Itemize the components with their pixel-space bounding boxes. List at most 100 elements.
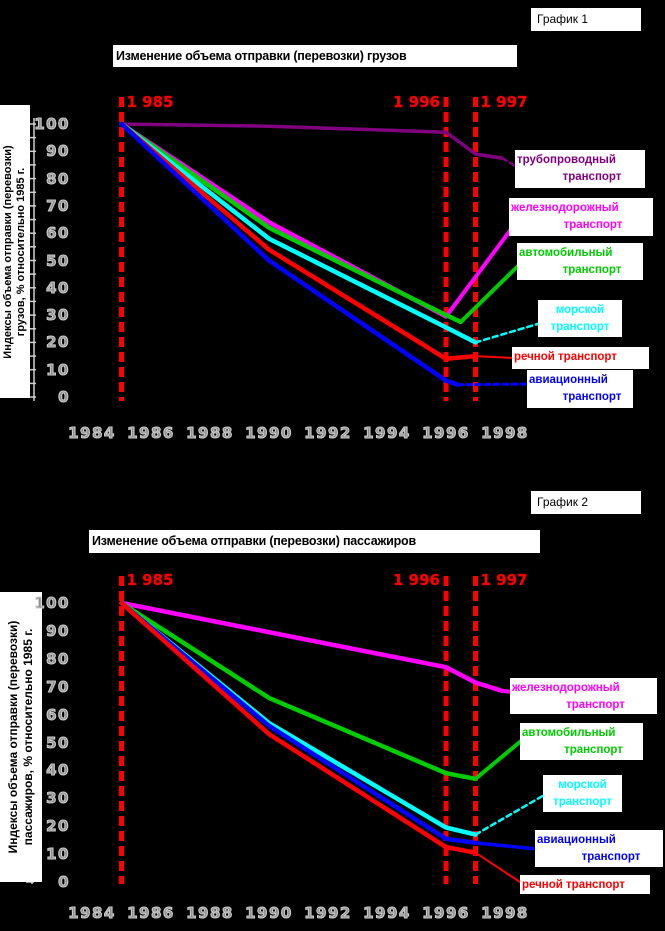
chart1-legend-pipeline-transport-line2: транспорт — [562, 171, 622, 183]
chart1-y-tick-label: 50 — [46, 251, 70, 270]
chart1-legend-river-transport-line1: речной транспорт — [514, 351, 617, 363]
chart1-legend-aviation-transport: авиационный транспорт — [527, 370, 633, 408]
chart2-x-tick-label: 1998 — [481, 904, 529, 923]
chart1-leader-river-transport — [474, 355, 515, 359]
chart1-x-tick-label: 1984 — [68, 424, 116, 443]
chart1-y-tick-label: 0 — [58, 388, 70, 407]
chart1-legend-railway-transport: железнодорожный транспорт — [509, 198, 653, 236]
chart2-leader-maritime-transport — [474, 792, 548, 836]
chart2-year-annotation-1997: 1 997 — [480, 571, 528, 590]
chart2-x-tick-label: 1994 — [363, 904, 411, 923]
chart2-legend-automobile-transport: автомобильный транспорт — [520, 723, 643, 760]
chart1-year-annotation-1997: 1 997 — [480, 93, 528, 112]
chart2-series-automobile-transport — [119, 600, 478, 782]
chart2-y-axis-title: Индексы объема отправки (перевозки) пасс… — [0, 592, 42, 882]
chart2-y-tick-label: 20 — [46, 817, 70, 836]
chart2-y-tick-label: 30 — [46, 789, 70, 808]
chart2-x-tick-label: 1986 — [127, 904, 175, 923]
chart2-legend-maritime-transport-line2: транспорт — [553, 796, 612, 808]
chart2-legend-river-transport: речной транспорт — [520, 875, 650, 894]
chart1-title: Изменение объема отправки (перевозки) гр… — [113, 45, 517, 67]
chart2-x-tick-label: 1990 — [245, 904, 293, 923]
chart1-leader-pipeline-transport — [500, 156, 519, 169]
chart2-x-tick-label: 1996 — [422, 904, 470, 923]
chart1-x-tick-label: 1992 — [304, 424, 352, 443]
chart2-y-tick-label: 60 — [46, 705, 70, 724]
chart1-legend-pipeline-transport: трубопроводный транспорт — [515, 150, 645, 188]
chart1-series-automobile-transport — [119, 121, 464, 325]
graph2-label: График 2 — [537, 495, 589, 509]
chart2-series-railway-transport — [119, 600, 505, 694]
chart2-legend-aviation-transport-line2: транспорт — [581, 851, 641, 863]
graph2-label-box: График 2 — [531, 491, 641, 514]
chart1-x-tick-label: 1998 — [481, 424, 529, 443]
chart1-legend-railway-transport-line1: железнодорожный — [511, 202, 619, 214]
chart1-leader-aviation-transport — [456, 382, 532, 387]
chart2-legend-automobile-transport-line2: транспорт — [564, 744, 623, 756]
chart2-series-river-transport — [119, 600, 478, 855]
chart1-legend-maritime-transport: морской транспорт — [538, 300, 622, 337]
chart1-legend-automobile-transport-line2: транспорт — [562, 264, 622, 276]
chart1-leader-automobile-transport — [458, 263, 521, 324]
chart2-legend-maritime-transport-line1: морской — [558, 779, 607, 791]
chart1-y-tick-label: 60 — [46, 224, 70, 243]
chart1-y-tick-label: 90 — [46, 142, 70, 161]
chart2-y-tick-label: 80 — [46, 649, 70, 668]
chart1-series-pipeline-transport — [119, 122, 504, 160]
chart2-y-tick-label: 100 — [34, 594, 70, 613]
chart2-legend-river-transport-line1: речной транспорт — [522, 879, 625, 891]
chart1-legend-aviation-transport-line2: транспорт — [562, 391, 622, 403]
chart2-y-tick-label: 40 — [46, 761, 70, 780]
chart2-y-tick-label: 10 — [46, 845, 70, 864]
chart1-x-tick-label: 1996 — [422, 424, 470, 443]
chart1-legend-pipeline-transport-line1: трубопроводный — [517, 154, 616, 166]
chart1-leader-maritime-transport — [474, 321, 543, 344]
chart2-y-tick-label: 90 — [46, 621, 70, 640]
graph1-label-box: График 1 — [531, 8, 641, 31]
chart1-y-tick-label: 80 — [46, 169, 70, 188]
chart1-x-tick-label: 1986 — [127, 424, 175, 443]
chart2-legend-railway-transport: железнодорожный транспорт — [510, 678, 657, 714]
chart1-y-tick-label: 70 — [46, 196, 70, 215]
chart1-x-tick-label: 1990 — [245, 424, 293, 443]
graph1-label: График 1 — [537, 12, 589, 26]
chart2-series-aviation-transport — [119, 600, 478, 846]
chart1-y-tick-label: 40 — [46, 278, 70, 297]
chart1-y-tick-label: 20 — [46, 333, 70, 352]
chart2-legend-maritime-transport: морской транспорт — [543, 775, 622, 812]
chart1-legend-river-transport: речной транспорт — [512, 347, 649, 369]
chart2-y-tick-label: 50 — [46, 733, 70, 752]
chart2-y-tick-label: 0 — [58, 873, 70, 892]
chart1-series-river-transport — [119, 121, 478, 362]
chart1-y-tick-label: 30 — [46, 306, 70, 325]
chart1-legend-aviation-transport-line1: авиационный — [529, 374, 608, 386]
chart1-x-tick-label: 1988 — [186, 424, 234, 443]
chart2-legend-railway-transport-line2: транспорт — [566, 699, 625, 711]
chart1-legend-railway-transport-line2: транспорт — [563, 219, 623, 231]
chart1-y-axis-title: Индексы объема отправки (перевозки) груз… — [0, 105, 30, 398]
chart2-leader-aviation-transport — [473, 841, 539, 851]
chart2-legend-aviation-transport-line1: авиационный — [537, 834, 616, 846]
chart2-y-tick-label: 70 — [46, 677, 70, 696]
chart2-legend-aviation-transport: авиационный транспорт — [535, 830, 663, 867]
chart1-series-aviation-transport — [119, 121, 461, 387]
chart1-series-railway-transport — [119, 121, 449, 319]
chart1-year-annotation-1996: 1 996 — [393, 93, 440, 112]
chart2-legend-automobile-transport-line1: автомобильный — [522, 727, 616, 739]
chart2-leader-river-transport — [474, 851, 524, 885]
chart2-x-tick-label: 1988 — [186, 904, 234, 923]
chart1-leader-railway-transport — [444, 226, 514, 319]
chart2-legend-railway-transport-line1: железнодорожный — [512, 682, 620, 694]
chart2-leader-automobile-transport — [473, 739, 523, 781]
chart1-year-annotation-1985: 1 985 — [126, 93, 174, 112]
chart2-year-annotation-1996: 1 996 — [393, 571, 440, 590]
chart1-legend-automobile-transport: автомобильный транспорт — [517, 243, 643, 280]
chart1-y-tick-label: 10 — [46, 360, 70, 379]
chart1-legend-maritime-transport-line2: транспорт — [550, 321, 610, 333]
chart2-title: Изменение объема отправки (перевозки) па… — [89, 530, 540, 553]
chart2-x-tick-label: 1992 — [304, 904, 352, 923]
chart1-legend-automobile-transport-line1: автомобильный — [519, 247, 613, 259]
chart2-y-axis-title-line1: Индексы объема отправки (перевозки) — [6, 620, 20, 854]
